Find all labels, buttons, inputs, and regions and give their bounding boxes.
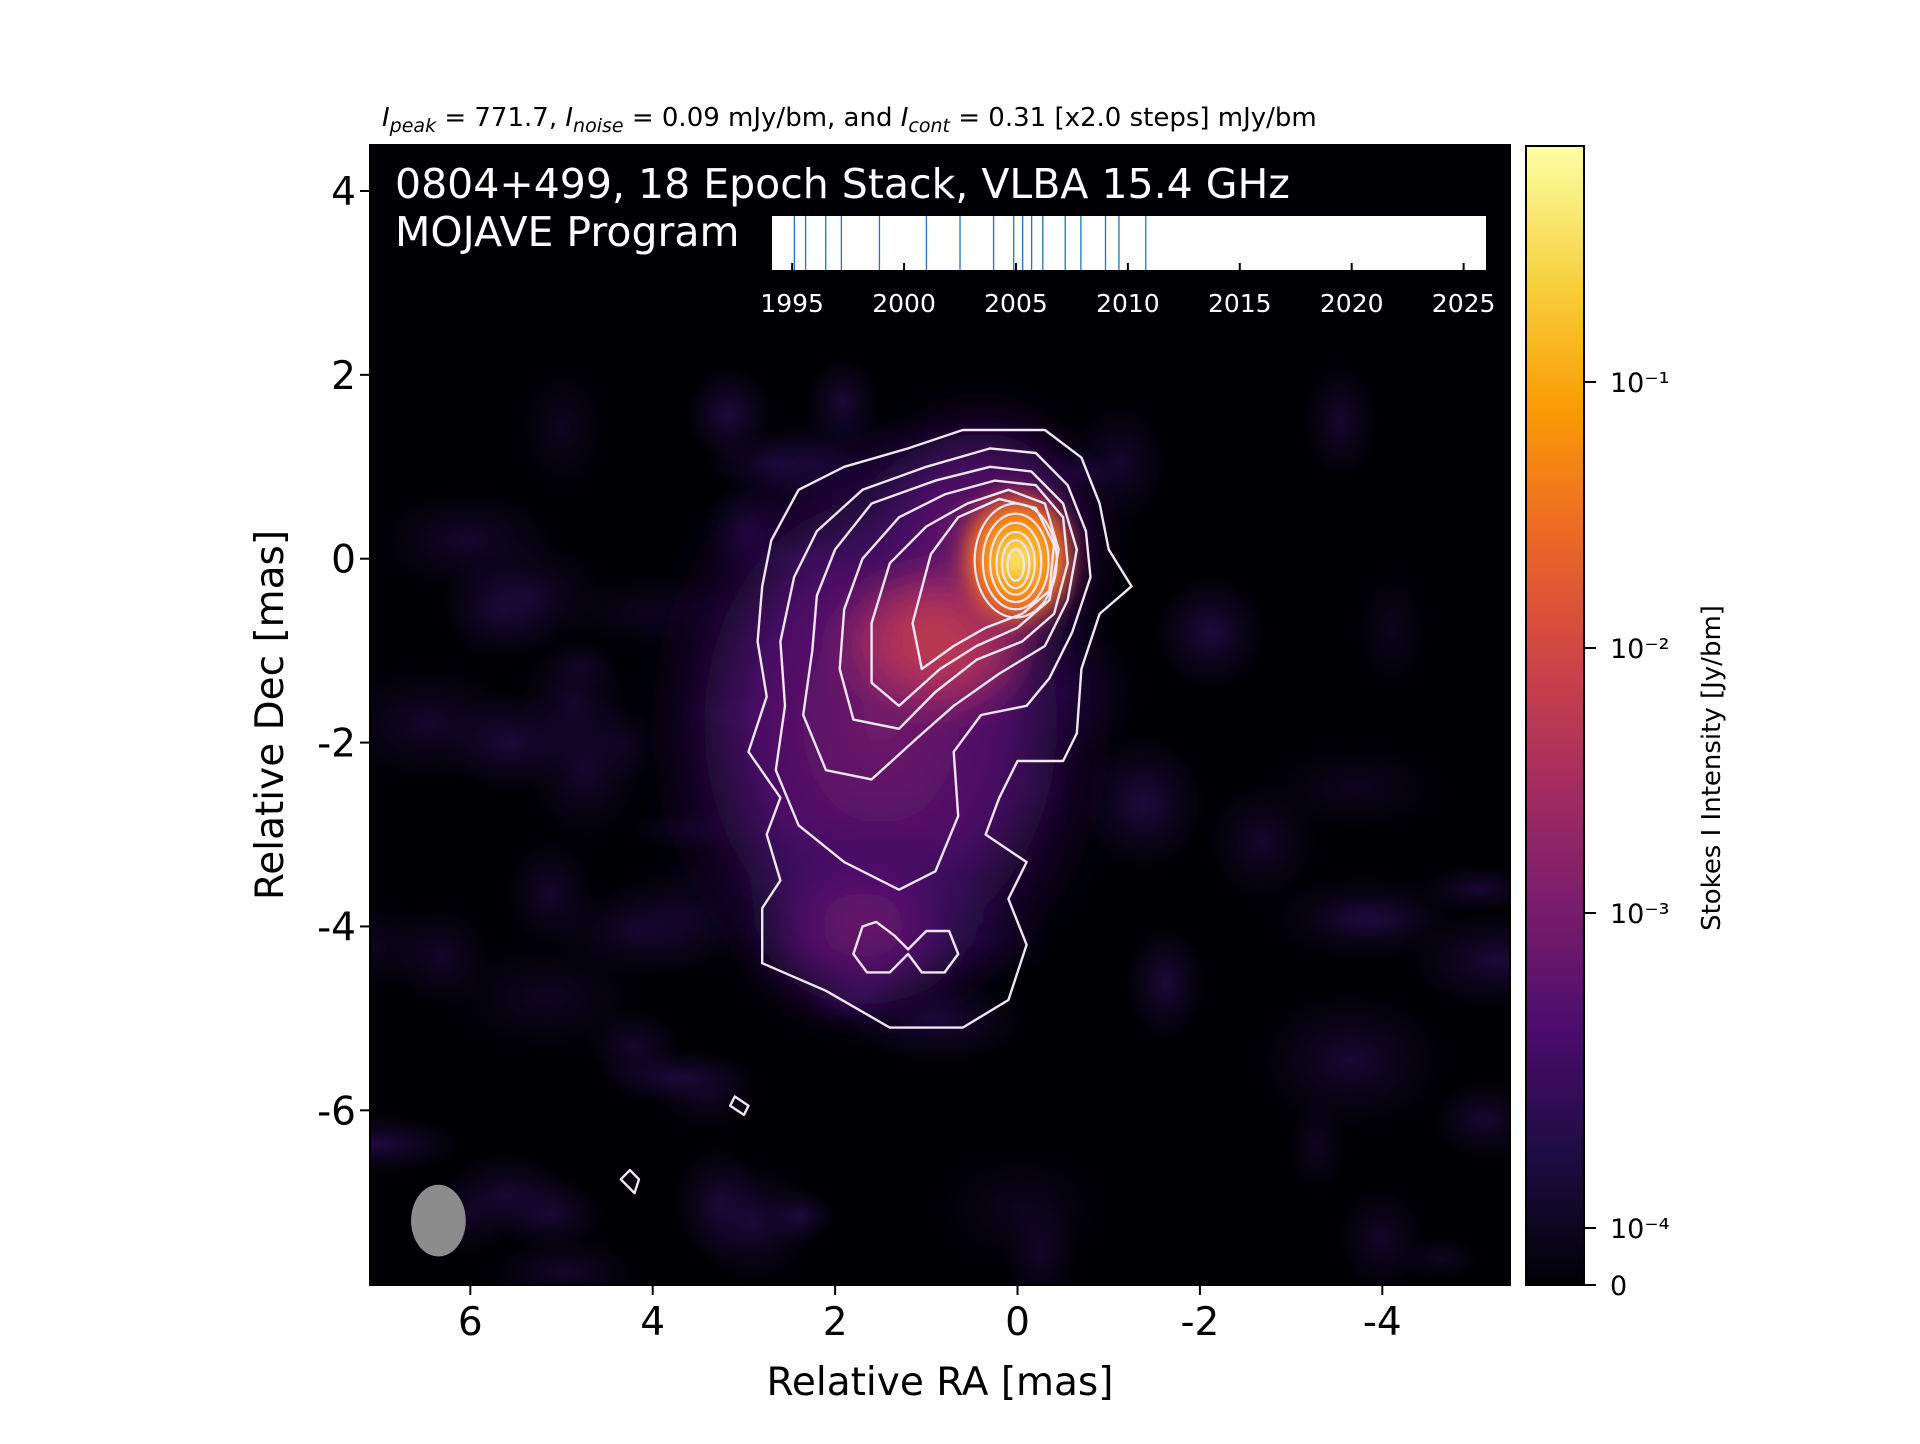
x-tick-label: 4 bbox=[640, 1300, 665, 1345]
cont-symbol: I bbox=[901, 103, 909, 133]
contour-island bbox=[852, 920, 960, 974]
colorbar-ticks: 10⁻¹ 10⁻² 10⁻³ 10⁻⁴ 0 bbox=[1584, 368, 1669, 1302]
colorbar-tick-label: 10⁻⁴ bbox=[1610, 1214, 1669, 1245]
x-tick-label: 2 bbox=[823, 1300, 848, 1345]
noise-blob bbox=[764, 1188, 837, 1244]
timeline-tick-label: 2020 bbox=[1320, 289, 1384, 318]
cont-value: = 0.31 [x2.0 steps] mJy/bm bbox=[950, 103, 1317, 133]
contour-outer bbox=[747, 428, 1133, 1029]
colorbar-label: Stokes I Intensity [Jy/bm] bbox=[1697, 605, 1727, 931]
noise-blob bbox=[516, 362, 609, 494]
noise-blob bbox=[1429, 1080, 1510, 1159]
x-axis-label: Relative RA [mas] bbox=[767, 1360, 1114, 1405]
y-tick-label: 2 bbox=[331, 354, 356, 399]
noise-blob bbox=[1404, 910, 1510, 1011]
peak-subscript: peak bbox=[389, 115, 437, 137]
noise-value: = 0.09 mJy/bm, and bbox=[624, 103, 901, 133]
intensity-map bbox=[370, 145, 1510, 1285]
timeline-box bbox=[772, 216, 1486, 270]
timeline-tick-label: 2025 bbox=[1432, 289, 1496, 318]
colorbar-tick-label: 10⁻¹ bbox=[1610, 368, 1669, 399]
x-tick-label: -2 bbox=[1180, 1300, 1219, 1345]
noise-blob bbox=[1352, 566, 1431, 695]
contour-noise-2 bbox=[619, 1168, 641, 1195]
y-tick-label: -2 bbox=[317, 722, 356, 767]
cont-subscript: cont bbox=[908, 115, 951, 137]
colorbar-frame bbox=[1525, 145, 1585, 1286]
y-tick-label: -6 bbox=[317, 1089, 356, 1134]
epoch-timeline: 1995 2000 2005 2010 2015 2020 2025 bbox=[760, 216, 1495, 318]
noise-blob bbox=[370, 1114, 465, 1174]
noise-blob bbox=[652, 1065, 763, 1132]
noise-blob bbox=[487, 1236, 642, 1285]
noise-symbol: I bbox=[565, 103, 573, 133]
y-tick-label: 4 bbox=[331, 170, 356, 215]
noise-blob bbox=[930, 1146, 1110, 1270]
noise-blob bbox=[442, 691, 581, 794]
noise-blob bbox=[1285, 1095, 1349, 1196]
peak-symbol: I bbox=[382, 103, 390, 133]
contour-6 bbox=[911, 497, 1056, 671]
contour-3 bbox=[802, 465, 1078, 781]
noise-blob bbox=[587, 699, 662, 785]
colorbar-tick-label: 10⁻² bbox=[1610, 634, 1669, 665]
noise-subscript: noise bbox=[573, 115, 624, 137]
x-tick-label: -4 bbox=[1363, 1300, 1402, 1345]
contour-core-2 bbox=[981, 512, 1050, 611]
timeline-ticks: 1995 2000 2005 2010 2015 2020 2025 bbox=[760, 263, 1495, 318]
plot-frame bbox=[369, 144, 1511, 1286]
contours bbox=[619, 428, 1133, 1195]
timeline-tick-label: 2010 bbox=[1096, 289, 1160, 318]
contour-core-3 bbox=[989, 521, 1043, 604]
x-axis: 6 4 2 0 -2 -4 bbox=[458, 1285, 1402, 1345]
x-tick-label: 6 bbox=[458, 1300, 483, 1345]
y-tick-label: 0 bbox=[331, 538, 356, 583]
noise-blob bbox=[1418, 864, 1510, 914]
contour-noise-1 bbox=[729, 1095, 750, 1117]
noise-blob bbox=[1260, 742, 1450, 833]
noise-blob bbox=[390, 902, 494, 1010]
timeline-tick-label: 1995 bbox=[760, 289, 824, 318]
noise-blob bbox=[1253, 989, 1449, 1132]
y-tick-label: -4 bbox=[317, 905, 356, 950]
timeline-tick-label: 2005 bbox=[984, 289, 1048, 318]
y-axis: 4 2 0 -2 -4 -6 bbox=[317, 170, 370, 1134]
contour-core-6 bbox=[1006, 548, 1026, 582]
noise-blob bbox=[584, 1007, 684, 1086]
noise-blob bbox=[496, 1176, 607, 1252]
overlay-program: MOJAVE Program bbox=[395, 208, 739, 256]
noise-blob bbox=[684, 365, 773, 464]
contour-core-5 bbox=[1000, 539, 1031, 590]
noise-blob bbox=[1301, 360, 1380, 481]
colorbar-tick-label: 10⁻³ bbox=[1610, 899, 1669, 930]
noise-blob bbox=[374, 488, 560, 592]
x-tick-label: 0 bbox=[1005, 1300, 1030, 1345]
noise-blob bbox=[1124, 923, 1207, 1042]
y-axis-label: Relative Dec [mas] bbox=[248, 530, 293, 900]
colorbar-tick-label: 0 bbox=[1610, 1271, 1627, 1302]
header-stats: Ipeak = 771.7, Inoise = 0.09 mJy/bm, and… bbox=[382, 103, 1317, 137]
noise-blob bbox=[1334, 1184, 1428, 1285]
timeline-epochs bbox=[793, 216, 1147, 270]
overlay-title: 0804+499, 18 Epoch Stack, VLBA 15.4 GHz bbox=[395, 160, 1290, 208]
timeline-tick-label: 2000 bbox=[872, 289, 936, 318]
peak-value: = 771.7, bbox=[436, 103, 565, 133]
noise-blob bbox=[1152, 574, 1269, 691]
contour-5 bbox=[870, 488, 1060, 707]
timeline-tick-label: 2015 bbox=[1208, 289, 1272, 318]
noise-blob bbox=[671, 1142, 765, 1264]
contour-2 bbox=[774, 447, 1092, 891]
beam-ellipse bbox=[411, 1184, 466, 1257]
colorbar bbox=[1526, 146, 1584, 1285]
contour-4 bbox=[838, 479, 1069, 730]
contour-core-1 bbox=[973, 502, 1058, 619]
contour-core-4 bbox=[995, 530, 1036, 596]
